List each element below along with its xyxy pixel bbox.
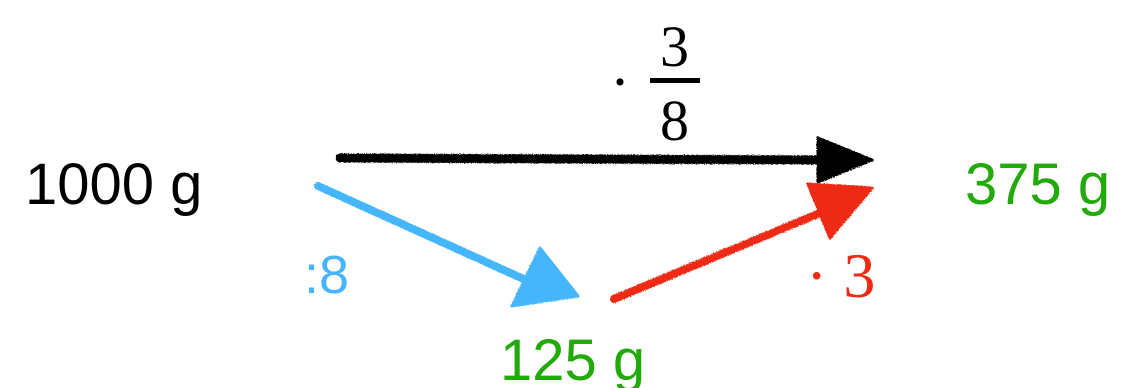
fraction-numerator: 3 xyxy=(660,14,689,79)
divide-arrow xyxy=(314,182,580,308)
fraction-multiply-dot: · xyxy=(610,49,630,115)
multiply-arrow xyxy=(610,182,874,303)
multiply-operation-label: · 3 xyxy=(806,240,876,311)
direct-operation-fraction: · 3 8 xyxy=(610,10,710,160)
divide-arrow-shaft xyxy=(314,182,532,285)
fraction-bar xyxy=(650,78,700,83)
divide-operation-label: :8 xyxy=(304,245,350,305)
result-quantity-label: 375 g xyxy=(965,152,1111,217)
divide-arrow-head xyxy=(510,246,580,308)
direct-arrow-shaft xyxy=(335,153,835,165)
fraction-denominator: 8 xyxy=(660,88,689,153)
multiply-arrow-shaft xyxy=(610,204,836,303)
multiply-arrow-head xyxy=(806,182,874,240)
intermediate-quantity-label: 125 g xyxy=(500,328,646,388)
start-quantity-label: 1000 g xyxy=(25,152,203,217)
direct-arrow xyxy=(335,136,874,184)
direct-arrow-head xyxy=(816,136,874,184)
